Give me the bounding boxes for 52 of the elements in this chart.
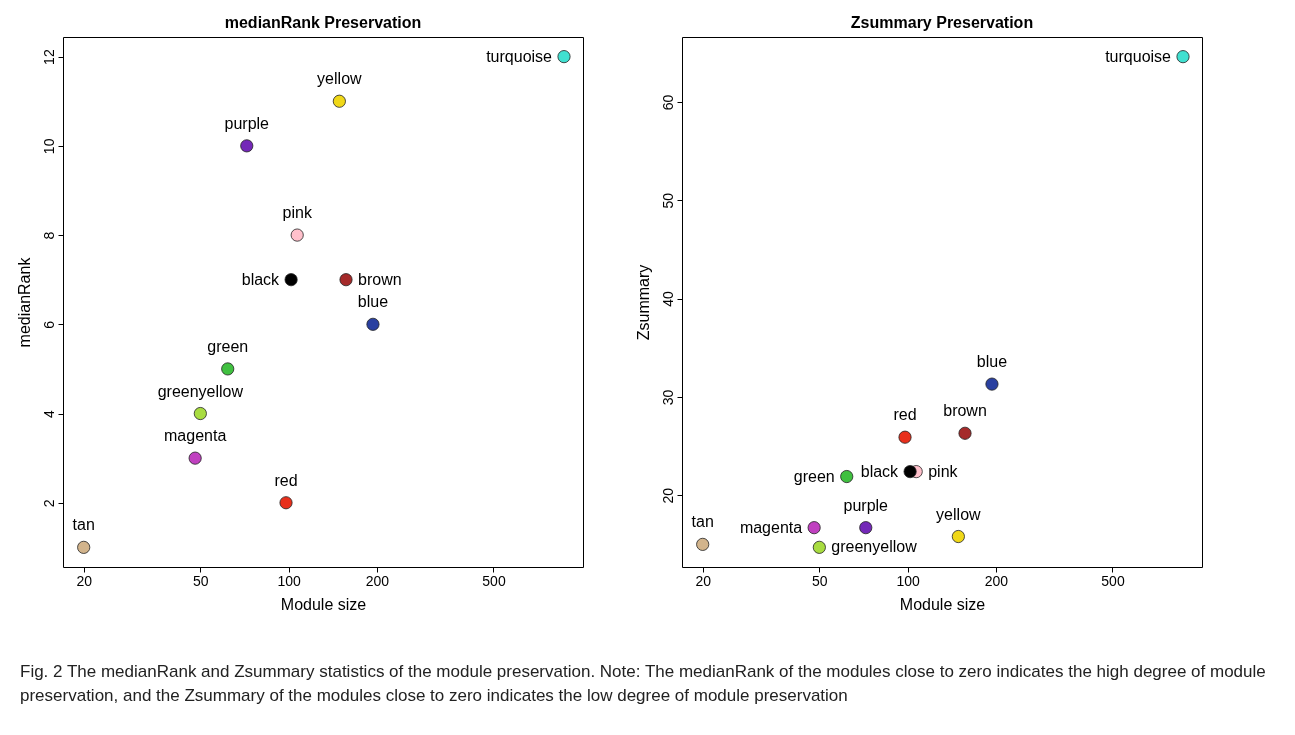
series-label: greenyellow: [831, 538, 918, 556]
x-tick-label: 100: [896, 572, 920, 589]
y-tick-label: 40: [659, 291, 676, 307]
x-tick-label: 100: [277, 572, 301, 589]
series-label: red: [274, 471, 298, 489]
series-label: black: [860, 462, 900, 480]
series-label: tan: [691, 513, 714, 531]
y-tick-label: 12: [40, 49, 57, 65]
series-label: red: [893, 406, 917, 424]
series-label: purple: [843, 496, 889, 514]
series-label: brown: [943, 402, 987, 420]
y-tick-label: 50: [659, 192, 676, 209]
y-tick-label: 4: [40, 409, 57, 418]
x-tick-label: 50: [812, 572, 828, 589]
y-tick-label: 6: [40, 320, 57, 329]
series-label: purple: [224, 114, 270, 132]
x-axis-title: Module size: [899, 595, 986, 613]
y-axis-title: Zsummary: [634, 264, 652, 341]
x-tick-label: 500: [482, 572, 506, 589]
series-label: magenta: [164, 427, 227, 445]
chart-title: Zsummary Preservation: [850, 14, 1034, 31]
x-tick-label: 500: [1101, 572, 1125, 589]
x-tick-label: 20: [695, 572, 712, 589]
series-label: magenta: [739, 518, 803, 536]
series-label: tan: [72, 516, 95, 534]
x-axis-title: Module size: [280, 595, 367, 613]
x-tick-label: 50: [193, 572, 209, 589]
series-label: yellow: [936, 505, 982, 523]
series-label: black: [241, 270, 281, 288]
series-label: yellow: [317, 70, 363, 88]
chart-title: medianRank Preservation: [224, 14, 422, 31]
x-tick-label: 20: [76, 572, 93, 589]
series-label: green: [207, 337, 249, 355]
series-label: pink: [282, 204, 313, 222]
y-tick-label: 30: [659, 389, 676, 406]
caption: Fig. 2 The medianRank and Zsummary statistics of the module preservation. Note: The medianRank of the modules close to zero indicates the high degree of module preservation, and the Zsummary of the modules close to zero indicates the low degree of module preservation: [20, 661, 1267, 707]
y-tick-label: 20: [659, 487, 676, 504]
y-tick-label: 10: [40, 138, 57, 155]
series-label: pink: [928, 462, 959, 480]
y-tick-label: 60: [659, 94, 676, 111]
x-tick-label: 200: [984, 572, 1009, 589]
series-label: blue: [976, 353, 1008, 371]
series-label: blue: [357, 293, 389, 311]
y-tick-label: 2: [40, 499, 57, 508]
series-label: green: [793, 467, 835, 485]
series-label: greenyellow: [157, 382, 244, 400]
y-axis-title: medianRank: [15, 256, 33, 348]
series-label: turquoise: [1105, 47, 1172, 65]
series-label: brown: [358, 270, 402, 288]
series-label: turquoise: [486, 47, 553, 65]
y-tick-label: 8: [40, 231, 57, 240]
x-tick-label: 200: [365, 572, 390, 589]
